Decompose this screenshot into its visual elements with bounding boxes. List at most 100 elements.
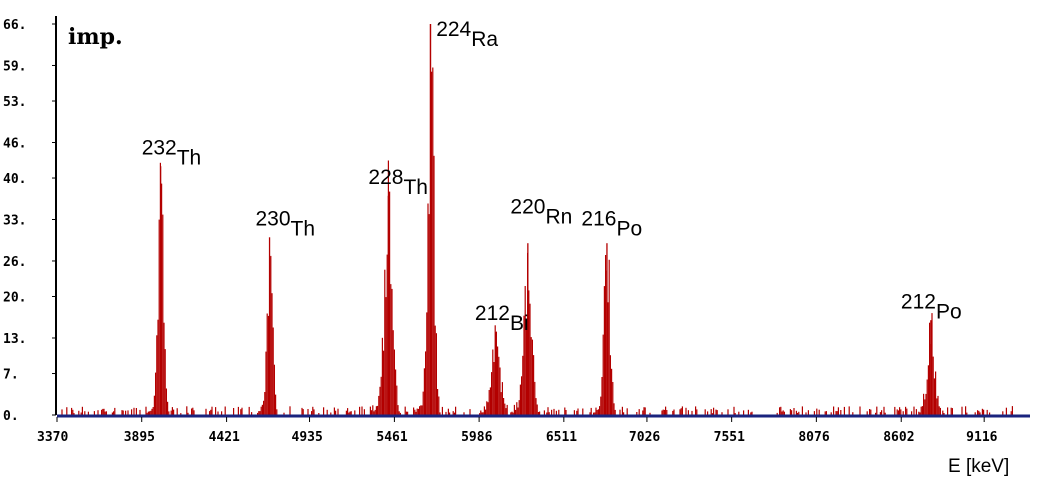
spectrum-bar <box>479 413 481 415</box>
spectrum-bar <box>798 411 800 415</box>
peak-label: 212Bi <box>475 302 529 335</box>
spectrum-bar <box>391 288 393 415</box>
spectrum-bar <box>601 377 603 415</box>
spectrum-bar <box>337 408 339 415</box>
x-tick-labels: 3370 3895 4421 4935 5461 5986 6511 7026 7551 8076… <box>37 417 998 445</box>
spectrum-bar <box>407 411 409 415</box>
spectrum-bar <box>431 71 433 415</box>
spectrum-bar <box>937 395 939 415</box>
spectrum-bar <box>211 406 213 415</box>
spectrum-bar <box>378 395 380 415</box>
spectrum-bar <box>818 409 820 415</box>
x-tick-label: 5461 <box>376 430 407 445</box>
spectrum-bar <box>915 409 917 415</box>
spectrum-bar <box>363 409 365 415</box>
spectrum-bar <box>939 407 941 415</box>
spectrum-bar <box>413 407 415 415</box>
spectrum-bar <box>135 408 137 415</box>
x-tick-label: 4421 <box>209 430 240 445</box>
spectrum-bar <box>152 407 154 415</box>
spectrum-bar <box>433 155 435 416</box>
spectrum-bar <box>696 409 698 415</box>
spectrum-bar <box>666 410 668 415</box>
spectrum-bar <box>523 315 525 415</box>
spectrum-bar <box>602 334 604 415</box>
spectrum-bar <box>951 408 953 415</box>
spectrum-peak-max-bar <box>495 332 497 415</box>
spectrum-bar <box>157 319 159 415</box>
spectrum-bar <box>441 406 443 415</box>
spectrum-bar <box>919 412 921 415</box>
spectrum-bar <box>881 410 883 415</box>
spectrum-bar <box>273 364 275 415</box>
spectrum-bar <box>485 409 487 415</box>
spectrum-bar <box>221 411 223 415</box>
spectrum-bar <box>824 411 826 415</box>
spectrum-bar <box>192 407 194 415</box>
spectrum-bar <box>259 411 261 415</box>
spectrum-bar <box>691 410 693 415</box>
spectrum-bar <box>145 406 147 415</box>
spectrum-bar <box>679 409 681 415</box>
spectrum-bar <box>427 203 429 415</box>
spectrum-bar <box>595 407 597 415</box>
spectrum-bar <box>933 378 935 415</box>
spectrum-bar <box>375 406 377 415</box>
x-tick-label: 8076 <box>798 430 829 445</box>
spectrum-bar <box>209 411 211 415</box>
spectrum-bar <box>805 412 807 415</box>
spectrum-bar <box>900 409 902 415</box>
spectrum-bar <box>449 412 451 415</box>
spectrum-bar <box>711 413 713 415</box>
spectrum-bar <box>263 400 265 415</box>
spectrum-bar <box>264 392 266 415</box>
peak-label-mass: 228 <box>368 166 403 189</box>
peak-label-element: Ra <box>471 28 498 51</box>
spectrum-bar <box>614 409 616 415</box>
spectrum-bar <box>155 372 157 415</box>
spectrum-bar <box>603 286 605 415</box>
spectrum-bar <box>599 406 601 415</box>
spectrum-bar <box>710 409 712 415</box>
spectrum-bar <box>113 411 115 415</box>
spectrum-bar <box>607 302 609 415</box>
spectrum-bar <box>547 407 549 415</box>
spectrum-bar <box>707 411 709 415</box>
spectrum-bar <box>302 409 304 415</box>
spectrum-bar <box>950 407 952 415</box>
spectrum-bar <box>240 409 242 415</box>
spectrum-bar <box>499 367 501 415</box>
spectrum-bar <box>789 409 791 415</box>
spectrum-bar <box>421 405 423 415</box>
spectrum-bar <box>522 355 524 415</box>
spectrum-bar <box>836 411 838 415</box>
spectrum-bar <box>565 410 567 415</box>
y-tick-label: 13. <box>3 332 26 347</box>
spectrum-bar <box>609 355 611 415</box>
spectrum-bar <box>491 372 493 415</box>
y-tick-labels: 0. 7. 13. 20. 26. 33. 40. 46. 53. 59. 66. <box>3 18 56 424</box>
spectrum-bar <box>870 409 872 415</box>
spectrum-bar <box>564 407 566 415</box>
spectrum-bar <box>513 404 515 415</box>
spectrum-bar <box>267 315 269 415</box>
spectrum-bar <box>801 406 803 415</box>
spectrum-bar <box>776 412 778 415</box>
spectrum-bar <box>482 412 484 415</box>
spectrum-bar <box>733 406 735 415</box>
x-tick-label: 4935 <box>292 430 323 445</box>
spectrum-bar <box>589 412 591 415</box>
spectrum-bar <box>335 410 337 415</box>
spectrum-bar <box>492 349 494 415</box>
spectrum-bar <box>72 409 74 415</box>
x-tick-label: 7026 <box>629 430 660 445</box>
spectrum-peak-max-bar <box>527 243 529 415</box>
spectrum-bar <box>455 406 457 415</box>
spectrum-bar <box>102 408 104 415</box>
spectrum-bar <box>73 413 75 415</box>
spectrum-bar <box>101 409 103 415</box>
spectrum-bar <box>506 404 508 415</box>
peak-label-mass: 224 <box>436 18 471 41</box>
spectrum-bar <box>612 382 614 415</box>
